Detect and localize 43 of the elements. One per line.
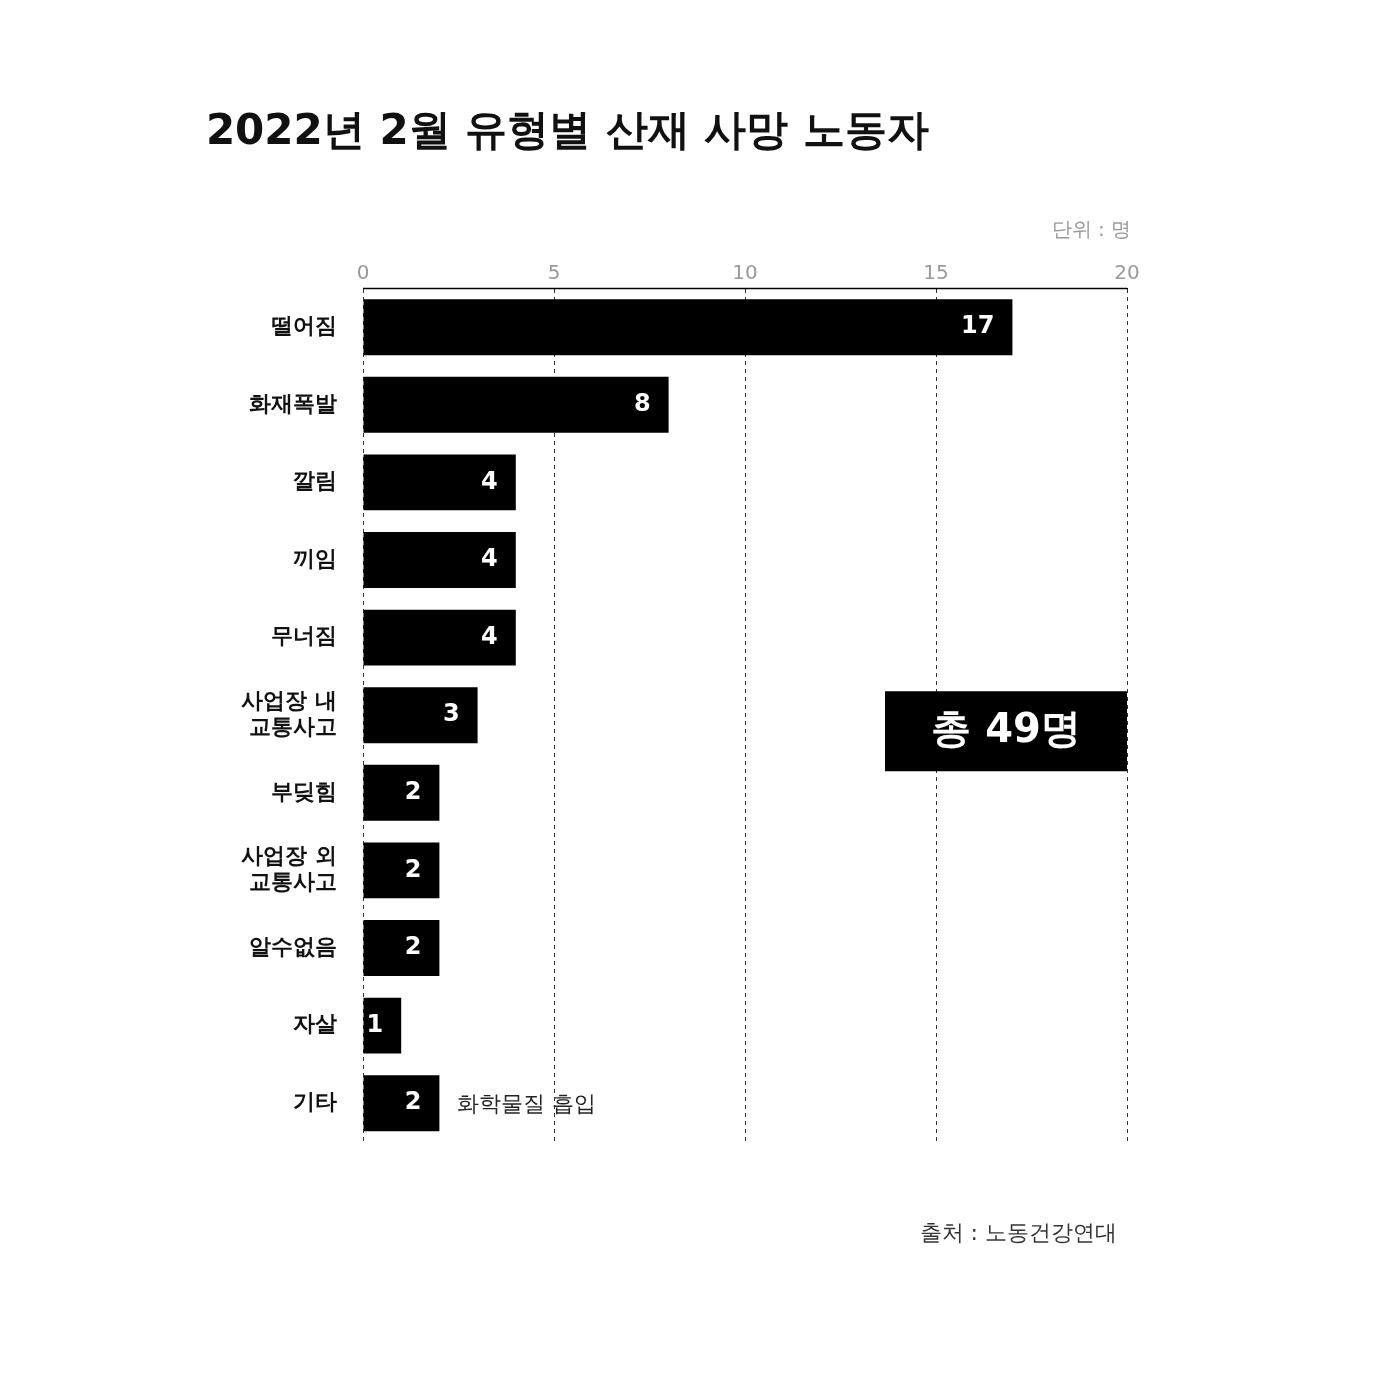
data-label: 1 xyxy=(366,1009,384,1038)
x-tick-label: 15 xyxy=(923,259,949,284)
y-tick-label: 무너짐 xyxy=(271,623,337,649)
data-label: 4 xyxy=(481,544,498,573)
chart-title: 2022년 2월 유형별 산재 사망 노동자 xyxy=(205,105,930,155)
bar xyxy=(363,997,402,1054)
y-tick-label: 사업장 외 교통사고 xyxy=(241,842,337,895)
data-label: 8 xyxy=(633,389,651,418)
text: 단위 : 명 xyxy=(1051,216,1131,241)
y-tick-label: 화재폭발 xyxy=(249,390,337,416)
annotation: 총 49명 xyxy=(931,704,1081,751)
x-tick-label: 5 xyxy=(547,259,561,284)
y-tick-label: 기타 xyxy=(293,1088,337,1114)
data-label: 3 xyxy=(442,699,460,728)
x-tick-label: 10 xyxy=(732,259,758,284)
bar xyxy=(363,687,478,744)
bar xyxy=(363,532,516,588)
y-tick-label: 깔림 xyxy=(293,468,337,494)
x-tick-label: 20 xyxy=(1114,259,1140,284)
bar xyxy=(363,764,440,821)
data-label: 4 xyxy=(481,466,498,495)
bar xyxy=(363,842,440,899)
bar xyxy=(363,454,516,511)
y-tick-label: 부딪힘 xyxy=(271,778,337,804)
x-tick-label: 0 xyxy=(356,259,370,284)
data-label: 4 xyxy=(481,621,498,650)
bar xyxy=(363,299,1013,356)
y-tick-label: 떨어짐 xyxy=(271,312,337,338)
y-tick-label: 알수없음 xyxy=(249,933,337,959)
y-tick-label: 끼임 xyxy=(293,545,337,571)
data-label: 2 xyxy=(404,854,422,883)
y-tick-label: 자살 xyxy=(293,1011,337,1037)
source-note: 출처 : 노동건강연대 xyxy=(919,1219,1117,1245)
y-tick-label: 사업장 내 교통사고 xyxy=(241,687,337,740)
data-label: 2 xyxy=(404,932,422,961)
bar xyxy=(363,1075,440,1132)
data-label: 17 xyxy=(960,311,995,340)
bar xyxy=(363,376,669,433)
data-label: 2 xyxy=(404,777,422,806)
bar xyxy=(363,609,516,666)
bar xyxy=(363,920,440,976)
annotation: 화학물질 흡입 xyxy=(457,1090,597,1116)
data-label: 2 xyxy=(404,1087,422,1116)
